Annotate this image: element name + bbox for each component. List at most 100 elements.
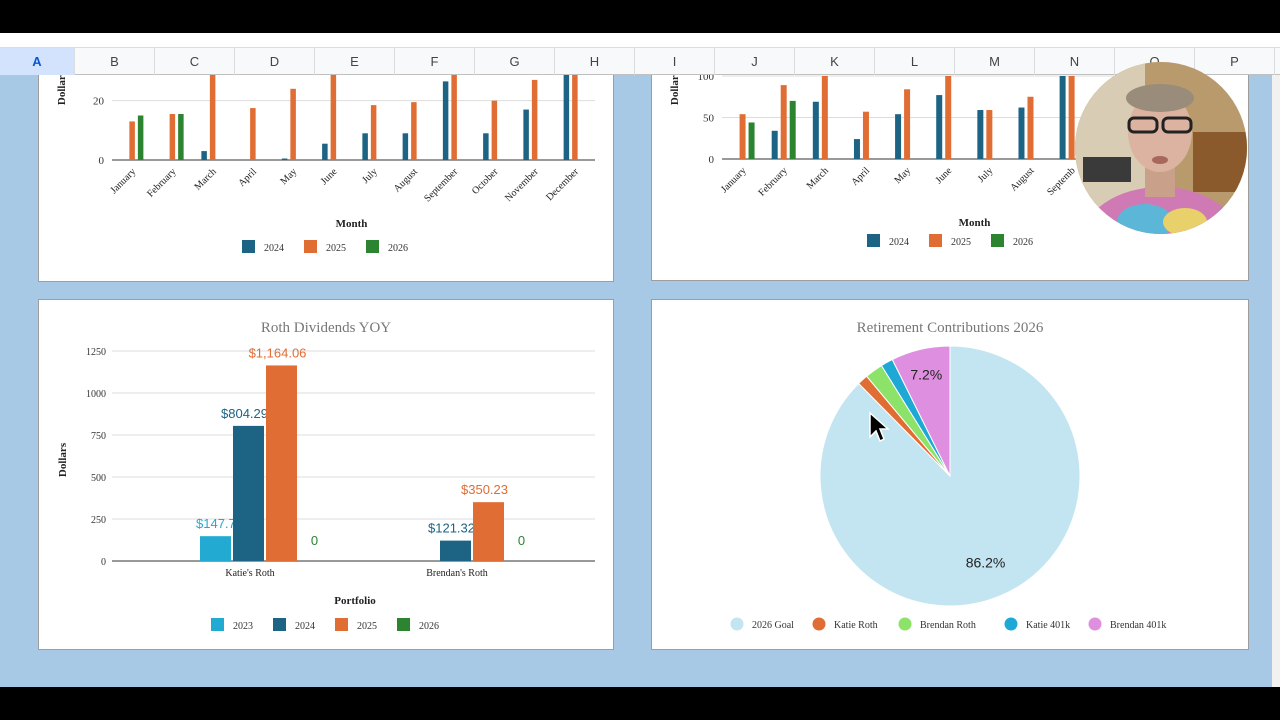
bar-2024-may: [895, 114, 902, 159]
x-tick-label: March: [805, 165, 831, 191]
x-axis-title: Portfolio: [334, 595, 376, 607]
column-header-o[interactable]: O: [1115, 48, 1195, 75]
bar-2024-july: [977, 110, 984, 159]
bar-2025-may: [290, 88, 296, 160]
legend-label-2025: 2025: [357, 621, 377, 632]
pie-slice-brendan-401k: [891, 345, 951, 477]
bar-2024-septemb: [1059, 76, 1066, 159]
column-header-g[interactable]: G: [475, 48, 555, 75]
legend-swatch-2025: [929, 234, 942, 247]
y-tick-label: 1000: [86, 389, 106, 400]
column-header-n[interactable]: N: [1035, 48, 1115, 75]
legend-label-2026: 2026: [388, 243, 408, 254]
bar-2024-march: [201, 151, 207, 160]
cursor-arrow-shape: [869, 411, 890, 443]
bar-2025-october: [491, 100, 498, 160]
column-header-m[interactable]: M: [955, 48, 1035, 75]
bar-2026-january: [137, 115, 144, 160]
bar-2024-july: [362, 133, 368, 160]
legend-swatch-brendan-roth: [898, 617, 912, 631]
legend-swatch-2024: [273, 618, 286, 631]
column-header-p[interactable]: P: [1195, 48, 1275, 75]
x-tick-label: September: [422, 166, 460, 204]
presenter-webcam: [1075, 62, 1247, 234]
bar-2024-brendan-s-roth: [440, 540, 471, 561]
legend-label-2026-goal: 2026 Goal: [752, 620, 794, 631]
data-label-2023-katie-s-roth: $147.73: [196, 516, 243, 531]
legend-label-katie-roth: Katie Roth: [834, 620, 878, 631]
chart-card-monthly-dividends-left[interactable]: 0 20 Dollars January February March April May Ju…: [38, 75, 614, 282]
bar-2025-july: [370, 105, 377, 160]
chart-svg: Retirement Contributions 2026 86.2% 7.2% 20…: [730, 320, 1166, 631]
column-header-i[interactable]: I: [635, 48, 715, 75]
bar-2025-february: [780, 85, 787, 159]
legend-label-2023: 2023: [233, 621, 253, 632]
chart-card-retirement-contributions[interactable]: Retirement Contributions 2026 86.2% 7.2% 20…: [651, 299, 1249, 650]
column-header-a[interactable]: A: [0, 48, 75, 75]
legend-label-2024: 2024: [889, 237, 909, 248]
bar-2025-august: [1027, 96, 1034, 159]
column-header-f[interactable]: F: [395, 48, 475, 75]
chart-card-roth-dividends[interactable]: Roth Dividends YOY 0 250 500 750 1000 1250 Doll…: [38, 299, 614, 650]
y-tick-label: 100: [698, 75, 715, 83]
column-header-k[interactable]: K: [795, 48, 875, 75]
bar-2026-january: [748, 122, 755, 159]
x-tick-label: June: [319, 166, 340, 187]
y-tick-label: 0: [709, 154, 715, 166]
legend-swatch-2026: [397, 618, 410, 631]
legend-label-2026: 2026: [1013, 237, 1033, 248]
column-header-e[interactable]: E: [315, 48, 395, 75]
data-label-2025-brendan-s-roth: $350.23: [461, 482, 508, 497]
x-tick-label: July: [360, 166, 380, 186]
y-tick-label: 20: [93, 96, 105, 108]
legend-label-brendan-401k: Brendan 401k: [1110, 620, 1166, 631]
bar-2025-september: [451, 75, 457, 160]
data-label-2025-katie-s-roth: $1,164.06: [249, 345, 307, 360]
bar-2025-february: [169, 114, 176, 160]
vertical-scrollbar[interactable]: [1272, 75, 1280, 687]
chart-title: Roth Dividends YOY: [261, 320, 391, 336]
bar-2025-march: [821, 76, 828, 159]
bottom-black-bar: [0, 687, 1280, 720]
legend-swatch-2024: [867, 234, 880, 247]
bar-2024-april: [853, 139, 860, 159]
column-header-l[interactable]: L: [875, 48, 955, 75]
bar-2024-katie-s-roth: [233, 425, 264, 561]
data-label-2024-brendan-s-roth: $121.32: [428, 521, 475, 536]
bar-2024-december: [563, 75, 570, 160]
legend-swatch-2026: [366, 240, 379, 253]
x-tick-label: January: [108, 166, 138, 196]
legend-swatch-2024: [242, 240, 255, 253]
y-axis-title: Dollars: [56, 75, 68, 105]
bar-2023-katie-s-roth: [200, 536, 231, 561]
bar-2025-brendan-s-roth: [473, 502, 504, 561]
column-header-b[interactable]: B: [75, 48, 155, 75]
bar-2024-august: [1018, 107, 1025, 159]
y-axis-title: Dollars: [57, 442, 69, 477]
y-axis-title: Dollars: [669, 75, 681, 105]
x-tick-label: May: [892, 165, 913, 186]
legend-label-brendan-roth: Brendan Roth: [920, 620, 976, 631]
x-tick-label: Septemb: [1045, 165, 1078, 198]
legend-swatch-2025: [335, 618, 348, 631]
data-label-2024-katie-s-roth: $804.29: [221, 406, 268, 421]
x-tick-label: March: [193, 166, 219, 192]
bar-2025-december: [572, 75, 578, 160]
legend-swatch-2026: [991, 234, 1004, 247]
column-header-d[interactable]: D: [235, 48, 315, 75]
column-header-j[interactable]: J: [715, 48, 795, 75]
bar-2024-september: [442, 81, 449, 160]
bar-2026-february: [178, 114, 184, 160]
x-tick-label: August: [392, 166, 420, 194]
bar-2024-august: [402, 133, 409, 160]
bar-2025-july: [986, 110, 993, 159]
y-tick-label: 50: [703, 113, 715, 125]
column-header-h[interactable]: H: [555, 48, 635, 75]
bar-2025-january: [129, 121, 135, 160]
bar-2025-june: [330, 75, 337, 160]
top-black-bar: [0, 0, 1280, 33]
x-tick-label: October: [470, 166, 501, 197]
bar-2024-november: [523, 109, 529, 160]
column-header-c[interactable]: C: [155, 48, 235, 75]
legend-label-2025: 2025: [326, 243, 346, 254]
